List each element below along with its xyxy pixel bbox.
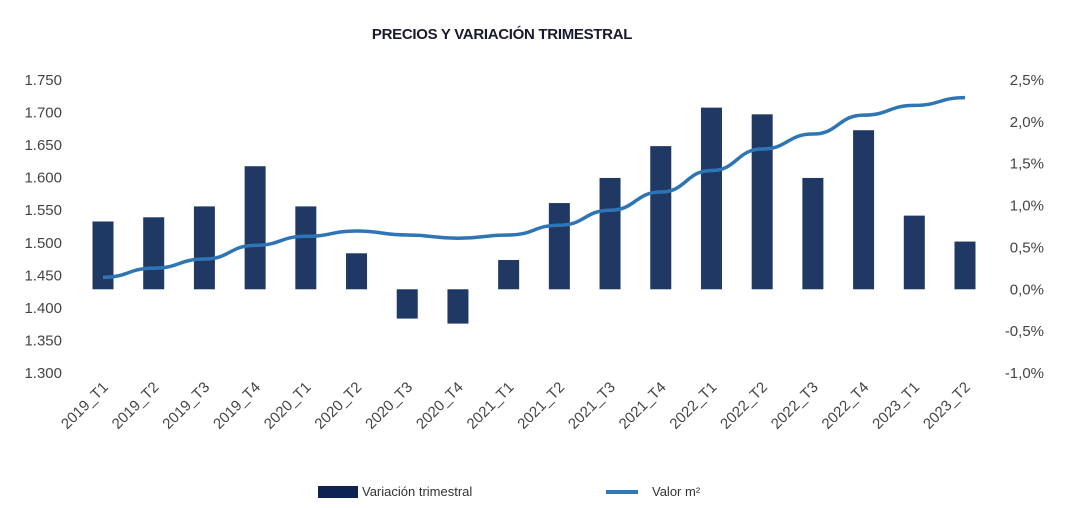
x-tick-label: 2023_T1	[869, 379, 923, 433]
x-tick-label: 2019_T1	[58, 379, 112, 433]
bar	[346, 253, 368, 290]
bar	[548, 203, 570, 290]
right-tick-label: -1,0%	[1005, 365, 1044, 382]
left-tick-label: 1.650	[24, 137, 62, 154]
x-tick-label: 2021_T1	[464, 379, 518, 433]
bar	[92, 221, 114, 290]
bar	[193, 206, 215, 290]
bar	[650, 146, 672, 290]
line-series	[102, 95, 966, 280]
left-tick-label: 1.300	[24, 365, 62, 382]
left-tick-label: 1.400	[24, 300, 62, 317]
left-tick-label: 1.750	[24, 72, 62, 89]
x-tick-label: 2019_T2	[109, 379, 163, 433]
x-tick-label: 2020_T1	[261, 379, 315, 433]
bar	[498, 259, 520, 290]
right-tick-label: -0,5%	[1005, 323, 1044, 340]
right-tick-label: 2,0%	[1010, 114, 1044, 131]
legend-item-valor: Valor m²	[606, 484, 700, 499]
x-tick-label: 2023_T2	[920, 379, 974, 433]
left-tick-label: 1.600	[24, 170, 62, 187]
bar	[751, 114, 773, 290]
left-tick-label: 1.700	[24, 105, 62, 122]
x-tick-label: 2022_T1	[666, 379, 720, 433]
bar	[954, 241, 976, 290]
left-tick-label: 1.450	[24, 267, 62, 284]
legend-label: Valor m²	[652, 484, 701, 499]
x-tick-label: 2020_T2	[311, 379, 365, 433]
bar	[903, 215, 925, 290]
left-tick-label: 1.500	[24, 235, 62, 252]
x-tick-label: 2022_T2	[717, 379, 771, 433]
x-tick-label: 2019_T3	[159, 379, 213, 433]
right-tick-label: 2,5%	[1010, 72, 1044, 89]
bar	[447, 289, 469, 324]
bar	[295, 206, 317, 290]
bar	[396, 289, 418, 319]
right-tick-label: 1,5%	[1010, 156, 1044, 173]
x-tick-label: 2021_T4	[616, 379, 670, 433]
bar	[700, 107, 722, 290]
x-tick-label: 2022_T3	[768, 379, 822, 433]
x-tick-label: 2021_T2	[514, 379, 568, 433]
x-tick-label: 2020_T4	[413, 379, 467, 433]
x-tick-label: 2020_T3	[362, 379, 416, 433]
bar	[599, 177, 621, 290]
legend-label: Variación trimestral	[362, 484, 473, 499]
right-tick-label: 0,5%	[1010, 239, 1044, 256]
right-tick-label: 0,0%	[1010, 281, 1044, 298]
x-tick-label: 2021_T3	[565, 379, 619, 433]
chart-title: PRECIOS Y VARIACIÓN TRIMESTRAL	[371, 26, 633, 43]
bar	[802, 177, 824, 290]
right-tick-label: 1,0%	[1010, 198, 1044, 215]
legend-swatch-line	[606, 489, 638, 494]
bar	[853, 130, 875, 290]
bar	[143, 217, 165, 290]
legend-item-variacion: Variación trimestral	[318, 484, 472, 499]
bar	[244, 166, 266, 290]
legend-swatch-bar	[318, 485, 358, 498]
x-tick-label: 2022_T4	[819, 379, 873, 433]
left-tick-label: 1.350	[24, 332, 62, 349]
x-tick-label: 2019_T4	[210, 379, 264, 433]
left-tick-label: 1.550	[24, 202, 62, 219]
